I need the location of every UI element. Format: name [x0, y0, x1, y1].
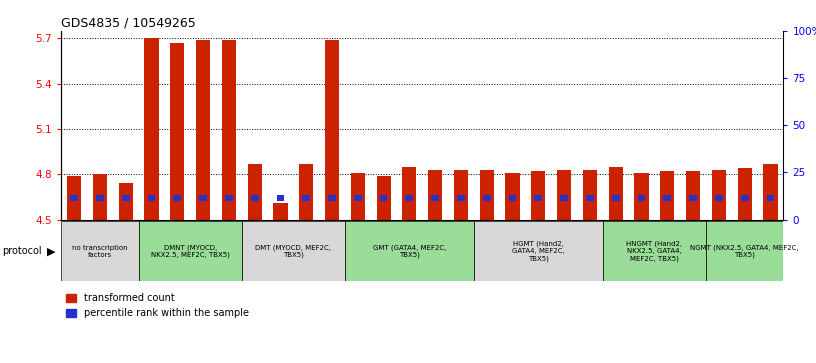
Bar	[93, 174, 107, 220]
Bar	[561, 195, 568, 201]
Bar	[67, 176, 81, 220]
Bar	[583, 170, 597, 220]
Bar	[764, 164, 778, 220]
Bar	[741, 195, 748, 201]
Bar	[225, 195, 233, 201]
Bar	[325, 40, 339, 220]
FancyBboxPatch shape	[139, 221, 242, 281]
Bar	[457, 195, 465, 201]
Text: HNGMT (Hand2,
NKX2.5, GATA4,
MEF2C, TBX5): HNGMT (Hand2, NKX2.5, GATA4, MEF2C, TBX5…	[627, 241, 682, 262]
Bar	[302, 195, 310, 201]
Text: GDS4835 / 10549265: GDS4835 / 10549265	[61, 17, 196, 30]
Bar	[715, 195, 723, 201]
Bar	[402, 167, 416, 220]
Text: NGMT (NKX2.5, GATA4, MEF2C,
TBX5): NGMT (NKX2.5, GATA4, MEF2C, TBX5)	[690, 244, 799, 258]
Text: ▶: ▶	[47, 246, 55, 256]
Bar	[637, 195, 645, 201]
Bar	[557, 170, 571, 220]
Bar	[376, 176, 391, 220]
Bar	[534, 195, 543, 201]
Bar	[766, 195, 774, 201]
Bar	[351, 173, 365, 220]
Bar	[738, 168, 752, 220]
FancyBboxPatch shape	[345, 221, 474, 281]
Text: DMNT (MYOCD,
NKX2.5, MEF2C, TBX5): DMNT (MYOCD, NKX2.5, MEF2C, TBX5)	[151, 244, 229, 258]
Bar	[222, 40, 236, 220]
Text: DMT (MYOCD, MEF2C,
TBX5): DMT (MYOCD, MEF2C, TBX5)	[255, 244, 331, 258]
Text: protocol: protocol	[2, 246, 42, 256]
Bar	[144, 38, 158, 220]
FancyBboxPatch shape	[706, 221, 783, 281]
Bar	[505, 173, 520, 220]
Bar	[96, 195, 104, 201]
Bar	[634, 173, 649, 220]
Bar	[686, 171, 700, 220]
Bar	[531, 171, 545, 220]
FancyBboxPatch shape	[603, 221, 706, 281]
Bar	[660, 171, 674, 220]
Bar	[196, 40, 211, 220]
FancyBboxPatch shape	[474, 221, 603, 281]
Text: no transcription
factors: no transcription factors	[72, 245, 127, 258]
Bar	[299, 164, 313, 220]
Bar	[148, 195, 155, 201]
Bar	[118, 183, 133, 220]
Bar	[122, 195, 130, 201]
Bar	[406, 195, 413, 201]
Bar	[612, 195, 619, 201]
Bar	[690, 195, 697, 201]
FancyBboxPatch shape	[242, 221, 345, 281]
Bar	[508, 195, 517, 201]
Bar	[173, 195, 181, 201]
FancyBboxPatch shape	[61, 221, 139, 281]
Bar	[480, 170, 494, 220]
Bar	[379, 195, 388, 201]
Bar	[277, 195, 284, 201]
Bar	[454, 170, 468, 220]
Bar	[328, 195, 336, 201]
Bar	[483, 195, 490, 201]
Bar	[712, 170, 726, 220]
Text: HGMT (Hand2,
GATA4, MEF2C,
TBX5): HGMT (Hand2, GATA4, MEF2C, TBX5)	[512, 241, 565, 262]
Bar	[273, 203, 287, 220]
Bar	[199, 195, 207, 201]
Bar	[432, 195, 439, 201]
Bar	[663, 195, 672, 201]
Bar	[609, 167, 623, 220]
Bar	[171, 43, 184, 220]
Bar	[354, 195, 361, 201]
Bar	[251, 195, 259, 201]
Legend: transformed count, percentile rank within the sample: transformed count, percentile rank withi…	[66, 293, 249, 318]
Bar	[428, 170, 442, 220]
Bar	[70, 195, 78, 201]
Bar	[247, 164, 262, 220]
Text: GMT (GATA4, MEF2C,
TBX5): GMT (GATA4, MEF2C, TBX5)	[373, 244, 446, 258]
Bar	[586, 195, 594, 201]
